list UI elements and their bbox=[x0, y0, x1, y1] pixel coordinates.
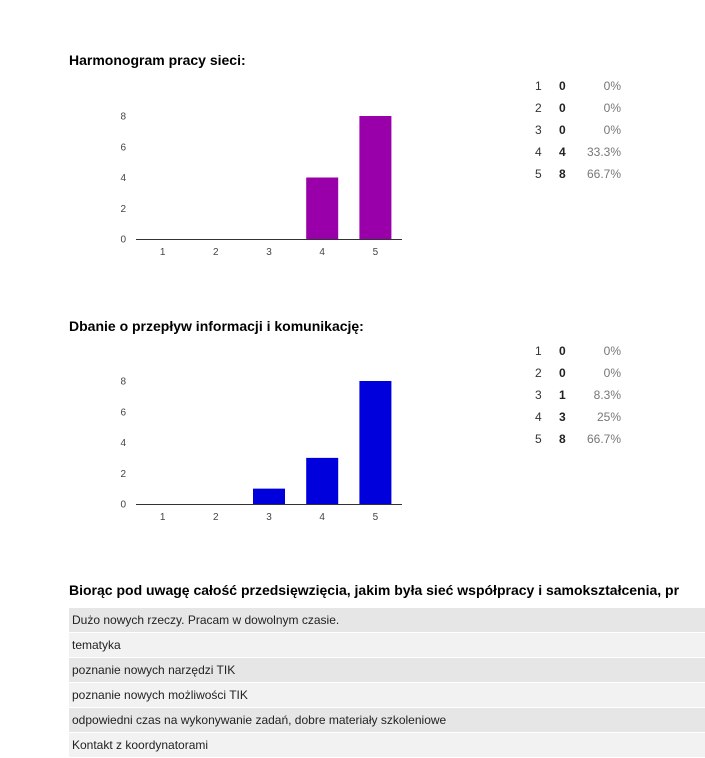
bar bbox=[359, 116, 392, 239]
x-tick-label: 1 bbox=[160, 247, 166, 258]
y-tick-label: 2 bbox=[120, 469, 126, 480]
y-tick-label: 4 bbox=[120, 438, 126, 449]
question-2-bar-chart: 0 2 4 6 8 1 2 3 4 5 bbox=[120, 377, 402, 523]
stat-count: 1 bbox=[559, 388, 566, 402]
stat-count: 3 bbox=[559, 410, 566, 424]
x-tick-label: 5 bbox=[373, 247, 379, 258]
stat-percent: 66.7% bbox=[586, 167, 621, 181]
y-tick-label: 6 bbox=[120, 142, 126, 153]
stat-label: 4 bbox=[535, 145, 542, 159]
question-2-chart: 0 2 4 6 8 1 2 3 4 5 bbox=[100, 365, 420, 525]
stat-count: 0 bbox=[559, 123, 566, 137]
stat-percent: 0% bbox=[603, 101, 621, 115]
stats-row: 1 0 0% bbox=[527, 75, 637, 97]
bar bbox=[306, 177, 339, 239]
stat-label: 5 bbox=[535, 432, 542, 446]
bar bbox=[306, 457, 339, 504]
stat-count: 0 bbox=[559, 79, 566, 93]
answer-item: Dużo nowych rzeczy. Pracam w dowolnym cz… bbox=[69, 608, 705, 633]
stat-percent: 0% bbox=[603, 123, 621, 137]
question-1-bar-chart: 0 2 4 6 8 1 2 3 4 5 bbox=[120, 112, 402, 258]
stat-count: 0 bbox=[559, 344, 566, 358]
stats-row: 3 0 0% bbox=[527, 119, 637, 141]
stats-row: 3 1 8.3% bbox=[527, 384, 637, 406]
x-tick-label: 3 bbox=[266, 512, 272, 523]
question-2-title: Dbanie o przepływ informacji i komunikac… bbox=[69, 318, 364, 334]
answer-item: tematyka bbox=[69, 633, 705, 658]
stat-label: 5 bbox=[535, 167, 542, 181]
x-tick-label: 3 bbox=[266, 247, 272, 258]
stat-percent: 66.7% bbox=[586, 432, 621, 446]
stats-row: 5 8 66.7% bbox=[527, 163, 637, 185]
x-tick-label: 5 bbox=[373, 512, 379, 523]
stat-percent: 25% bbox=[596, 410, 621, 424]
stats-row: 5 8 66.7% bbox=[527, 428, 637, 450]
answer-item: Kontakt z koordynatorami bbox=[69, 733, 705, 758]
question-1-title: Harmonogram pracy sieci: bbox=[69, 52, 246, 68]
x-tick-label: 4 bbox=[319, 247, 325, 258]
stats-row: 2 0 0% bbox=[527, 97, 637, 119]
stat-percent: 8.3% bbox=[593, 388, 621, 402]
stat-count: 0 bbox=[559, 366, 566, 380]
stat-count: 8 bbox=[559, 167, 566, 181]
stat-percent: 0% bbox=[603, 366, 621, 380]
y-tick-label: 4 bbox=[120, 173, 126, 184]
question-1-stats: 1 0 0% 2 0 0% 3 0 0% 4 4 33.3% 5 8 66.7% bbox=[527, 75, 637, 185]
bar bbox=[359, 381, 392, 504]
question-3-title: Biorąc pod uwagę całość przedsięwzięcia,… bbox=[69, 582, 680, 598]
stat-label: 2 bbox=[535, 366, 542, 380]
y-tick-label: 8 bbox=[120, 112, 126, 123]
stat-count: 0 bbox=[559, 101, 566, 115]
x-tick-label: 2 bbox=[213, 512, 219, 523]
stats-row: 4 4 33.3% bbox=[527, 141, 637, 163]
question-1-chart: 0 2 4 6 8 1 2 3 4 5 bbox=[100, 100, 420, 260]
stat-label: 4 bbox=[535, 410, 542, 424]
stat-label: 2 bbox=[535, 101, 542, 115]
y-tick-label: 6 bbox=[120, 407, 126, 418]
y-tick-label: 2 bbox=[120, 204, 126, 215]
stat-label: 1 bbox=[535, 79, 542, 93]
stat-label: 1 bbox=[535, 344, 542, 358]
answer-item: odpowiedni czas na wykonywanie zadań, do… bbox=[69, 708, 705, 733]
stat-label: 3 bbox=[535, 123, 542, 137]
stats-row: 4 3 25% bbox=[527, 406, 637, 428]
stats-row: 1 0 0% bbox=[527, 340, 637, 362]
answers-list: Dużo nowych rzeczy. Pracam w dowolnym cz… bbox=[69, 608, 705, 758]
stat-percent: 0% bbox=[603, 79, 621, 93]
x-tick-label: 4 bbox=[319, 512, 325, 523]
answer-item: poznanie nowych narzędzi TIK bbox=[69, 658, 705, 683]
x-tick-label: 2 bbox=[213, 247, 219, 258]
x-tick-label: 1 bbox=[160, 512, 166, 523]
y-tick-label: 0 bbox=[120, 500, 126, 511]
y-tick-label: 0 bbox=[120, 235, 126, 246]
stat-count: 4 bbox=[559, 145, 566, 159]
stat-label: 3 bbox=[535, 388, 542, 402]
answer-item: poznanie nowych możliwości TIK bbox=[69, 683, 705, 708]
y-tick-label: 8 bbox=[120, 377, 126, 388]
stat-count: 8 bbox=[559, 432, 566, 446]
bar bbox=[253, 488, 285, 504]
stats-row: 2 0 0% bbox=[527, 362, 637, 384]
question-2-stats: 1 0 0% 2 0 0% 3 1 8.3% 4 3 25% 5 8 66.7% bbox=[527, 340, 637, 450]
stat-percent: 33.3% bbox=[586, 145, 621, 159]
stat-percent: 0% bbox=[603, 344, 621, 358]
